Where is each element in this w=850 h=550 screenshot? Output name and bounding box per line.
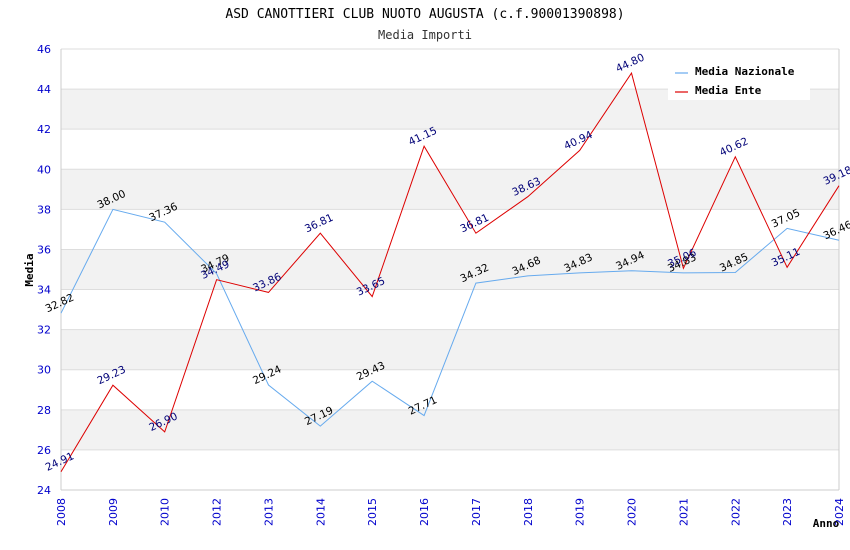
x-axis-ticks: 2008 2009 2010 2012 2013 2014 2015 2016 2017 2018… <box>55 498 846 526</box>
x-tick-label: 2017 <box>470 498 483 526</box>
x-tick-label: 2008 <box>55 498 68 526</box>
y-axis-label: Media <box>23 253 36 286</box>
plot-background <box>60 48 840 491</box>
x-tick-label: 2015 <box>366 498 379 526</box>
legend-box <box>668 60 810 100</box>
y-axis-ticks: 24 26 28 30 32 34 36 38 40 42 44 46 <box>37 43 51 497</box>
grid-band <box>61 449 839 490</box>
y-tick-label: 32 <box>37 324 51 337</box>
y-tick-label: 30 <box>37 364 51 377</box>
chart-subtitle: Media Importi <box>378 28 472 42</box>
grid-band <box>61 249 839 290</box>
series-lines <box>60 71 840 473</box>
x-tick-label: 2020 <box>626 498 639 526</box>
grid-band <box>61 289 839 330</box>
grid-band <box>61 409 839 450</box>
y-tick-label: 28 <box>37 404 51 417</box>
x-tick-label: 2016 <box>418 498 431 526</box>
legend-label-media-ente: Media Ente <box>695 84 762 97</box>
grid-band <box>61 369 839 410</box>
grid-band <box>61 209 839 250</box>
x-tick-label: 2023 <box>781 498 794 526</box>
x-tick-label: 2022 <box>729 498 742 526</box>
x-tick-label: 2013 <box>262 498 275 526</box>
x-tick-label: 2014 <box>314 498 327 526</box>
x-tick-label: 2019 <box>574 498 587 526</box>
x-tick-label: 2009 <box>107 498 120 526</box>
series-line <box>60 208 840 427</box>
x-tick-label: 2010 <box>159 498 172 526</box>
chart-title: ASD CANOTTIERI CLUB NUOTO AUGUSTA (c.f.9… <box>225 7 624 22</box>
series-line <box>60 71 840 473</box>
y-tick-label: 46 <box>37 43 51 56</box>
x-tick-label: 2012 <box>211 498 224 526</box>
x-axis-label: Anno <box>813 517 840 530</box>
x-tick-label: 2018 <box>522 498 535 526</box>
x-tick-label: 2021 <box>677 498 690 526</box>
y-tick-label: 44 <box>37 83 51 96</box>
y-tick-label: 38 <box>37 203 51 216</box>
y-tick-label: 24 <box>37 484 51 497</box>
y-tick-label: 26 <box>37 444 51 457</box>
y-tick-label: 34 <box>37 284 51 297</box>
legend-label-media-nazionale: Media Nazionale <box>695 65 795 78</box>
y-tick-label: 40 <box>37 163 51 176</box>
y-tick-label: 42 <box>37 123 51 136</box>
grid-band <box>61 129 839 170</box>
y-tick-label: 36 <box>37 243 51 256</box>
legend: Media Nazionale Media Ente <box>668 60 810 100</box>
x-tick-label: 2024 <box>833 498 846 526</box>
